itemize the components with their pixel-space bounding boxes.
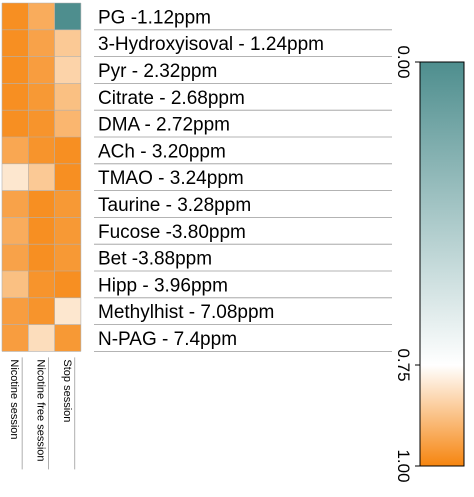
row-label: Taurine - 3.28ppm [98,195,251,216]
heatmap-cell [54,56,81,84]
heatmap-cell [2,297,29,325]
heatmap-cell [54,83,81,111]
colorbar: 0.00 0.75 1.00 [394,45,465,483]
row-label: N-PAG - 7.4ppm [98,329,237,350]
heatmap-cell [2,217,29,245]
column-label: Stop session [61,359,73,422]
row-label: 3-Hydroxyisoval - 1.24ppm [98,34,324,55]
row-label: Hipp - 3.96ppm [98,275,228,296]
heatmap-cell [2,56,29,84]
heatmap-cell [2,83,29,111]
heatmap-cell [2,3,29,30]
row-label: ACh - 3.20ppm [98,141,226,162]
colorbar-tick-label: 0.00 [394,45,413,78]
heatmap-cells [2,3,81,352]
heatmap-cell [2,244,29,271]
row-label: Bet -3.88ppm [98,249,212,270]
heatmap-cell [28,297,55,325]
heatmap-grid [1,2,82,352]
heatmap-cell [28,163,55,191]
column-labels: Nicotine session Nicotine free session Sto… [8,357,76,470]
heatmap-cell [28,110,55,137]
row-label: TMAO - 3.24ppm [98,168,244,189]
column-label: Nicotine free session [34,359,46,461]
colorbar-tick-label: 1.00 [394,449,413,482]
row-label: Methylhist - 7.08ppm [98,302,274,323]
heatmap-cell [54,3,81,30]
heatmap-cell [54,324,81,352]
heatmap-cell [2,190,29,218]
colorbar-ticks: 0.00 0.75 1.00 [394,45,420,483]
row-label: DMA - 2.72ppm [98,115,230,136]
heatmap-cell [54,190,81,218]
colorbar-tick-label: 0.75 [394,348,413,381]
column-label: Nicotine session [8,359,20,439]
heatmap-cell [28,271,55,298]
row-label: Pyr - 2.32ppm [98,61,217,82]
heatmap-cell [54,110,81,137]
colorbar-gradient [419,61,465,467]
heatmap-cell [28,29,55,57]
row-label: Fucose -3.80ppm [98,222,246,243]
heatmap-cell [54,137,81,164]
heatmap-cell [54,163,81,191]
heatmap-cell [54,271,81,298]
heatmap-cell [2,163,29,191]
heatmap-cell [28,137,55,164]
row-labels: PG -1.12ppm 3-Hydroxyisoval - 1.24ppm Pyr … [94,7,392,352]
heatmap-cell [2,324,29,352]
heatmap-cell [28,190,55,218]
row-label: Citrate - 2.68ppm [98,88,245,109]
heatmap-cell [54,29,81,57]
heatmap-cell [28,244,55,271]
heatmap-cell [28,3,55,30]
heatmap-cell [2,137,29,164]
heatmap-cell [54,297,81,325]
heatmap-cell [28,56,55,84]
heatmap-cell [28,324,55,352]
heatmap-cell [2,110,29,137]
heatmap-cell [28,83,55,111]
heatmap-cell [54,244,81,271]
row-label: PG -1.12ppm [98,7,211,28]
heatmap-cell [54,217,81,245]
heatmap-cell [2,271,29,298]
heatmap-cell [28,217,55,245]
heatmap-cell [2,29,29,57]
